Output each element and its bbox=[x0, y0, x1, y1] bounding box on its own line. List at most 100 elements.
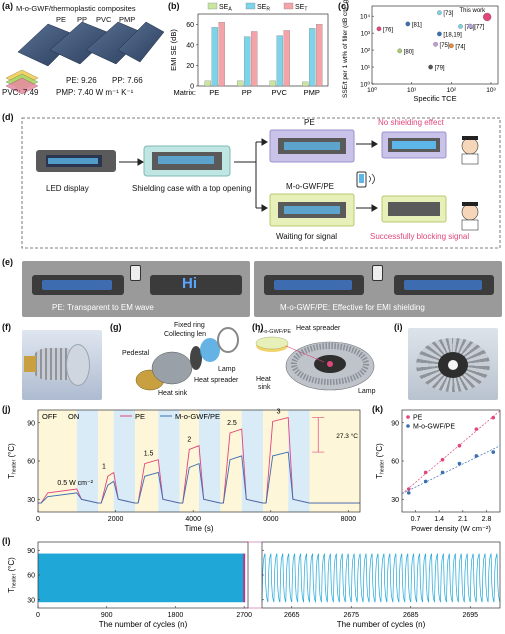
on-band bbox=[98, 410, 114, 512]
on-band bbox=[38, 410, 77, 512]
cycle-curve bbox=[261, 553, 501, 603]
x-tick-label: 2665 bbox=[284, 612, 300, 619]
bar bbox=[302, 81, 309, 87]
panel-label: (a) bbox=[2, 1, 13, 11]
y-tick-label: 90 bbox=[27, 420, 35, 427]
assembled-lamp-photo bbox=[408, 328, 498, 400]
phone-icon bbox=[356, 171, 375, 188]
legend-swatch bbox=[207, 2, 218, 10]
fit-line bbox=[401, 445, 501, 495]
x-axis-label-left: The number of cycles (n) bbox=[99, 620, 188, 629]
point-label: [75] bbox=[440, 43, 450, 49]
mogwf-label: M-o-GWF/PE bbox=[286, 182, 334, 191]
panel-a: (a) M-o-GWF/thermoplastic composites PE … bbox=[0, 0, 165, 105]
x-axis-label: Power density (W cm⁻²) bbox=[411, 524, 491, 533]
bar bbox=[309, 28, 316, 87]
lamp-exploded-view bbox=[135, 327, 239, 391]
legend-mogwf: M-o-GWF/PE bbox=[175, 412, 220, 421]
legend-label: SER bbox=[257, 4, 270, 13]
data-point bbox=[474, 454, 479, 458]
y-tick-label: 30 bbox=[27, 597, 35, 604]
no-effect-label: No shielding effect bbox=[378, 118, 444, 127]
x-tick-label: 4000 bbox=[185, 516, 201, 523]
pe-result-box bbox=[381, 131, 447, 159]
off-band bbox=[288, 410, 310, 512]
bar bbox=[269, 80, 276, 87]
sink-label: sink bbox=[258, 384, 271, 391]
data-point bbox=[397, 48, 403, 54]
sample-pmp: PMP bbox=[119, 15, 136, 24]
off-band bbox=[158, 410, 180, 512]
data-point bbox=[458, 24, 463, 29]
x-tick-label: 2.1 bbox=[458, 516, 468, 523]
x-prefix: Matrix: bbox=[174, 88, 197, 97]
data-point bbox=[406, 491, 411, 495]
panel-label: (f) bbox=[2, 322, 11, 332]
point-label: [74] bbox=[455, 44, 465, 50]
x-axis-label: Specific TCE bbox=[413, 94, 456, 103]
on-label: ON bbox=[68, 412, 79, 421]
data-point bbox=[423, 479, 428, 484]
point-label: [80] bbox=[404, 49, 414, 55]
panel-label: (k) bbox=[372, 404, 383, 414]
legend-label: SEA bbox=[219, 4, 232, 13]
point-label: This work bbox=[459, 8, 486, 14]
waiting-label: Waiting for signal bbox=[276, 232, 338, 241]
panel-l: (l) 0 900 1800 2700 The number of cycles (n)… bbox=[0, 536, 505, 634]
bar bbox=[204, 80, 211, 87]
y-tick-label: 0 bbox=[190, 84, 194, 91]
legend-mogwf: M-o-GWF/PE bbox=[413, 424, 455, 431]
bar bbox=[283, 30, 290, 87]
x-tick-label: 0 bbox=[36, 516, 40, 523]
bar bbox=[276, 35, 283, 87]
x-tick-label: PMP bbox=[304, 88, 320, 97]
x-tick-label: 0.7 bbox=[411, 516, 421, 523]
tc-pe: PE: 9.26 bbox=[66, 76, 97, 85]
plot-frame bbox=[371, 5, 499, 85]
cycling-stability-chart: 0 900 1800 2700 The number of cycles (n) 2665… bbox=[7, 541, 501, 629]
legend-swatch bbox=[283, 2, 294, 10]
x-tick-label: 10³ bbox=[486, 87, 496, 94]
lamp-label: Lamp bbox=[358, 388, 376, 395]
x-tick-label: 2685 bbox=[403, 612, 419, 619]
data-point bbox=[467, 23, 473, 29]
x-tick-label: 2700 bbox=[236, 612, 252, 619]
led-bulb-photo bbox=[22, 330, 102, 400]
legend-label: SET bbox=[295, 4, 307, 13]
y-axis-label: Theater (°C) bbox=[375, 443, 386, 479]
layer-stack-icon bbox=[5, 69, 39, 95]
emi-se-bar-chart: 0 20 40 60 PE PP PVC PMP Matrix: EMI SE (dB) SEA SE… bbox=[169, 2, 329, 97]
panel-j: (j) 30 60 90 0 2000 4000 6000 8000 Time (s) Theat… bbox=[0, 404, 370, 534]
pe-shield-box bbox=[269, 129, 355, 163]
panel-h: (h) M-o-GWF/PE Heat spreader Heat sink L… bbox=[252, 322, 392, 402]
cycle-end-marker bbox=[243, 553, 246, 603]
legend-pe: PE bbox=[135, 412, 145, 421]
x-tick-label: 2675 bbox=[343, 612, 359, 619]
sse-vs-tce-scatter: 10⁰ 10¹ 10² 10³ 10⁴ 10⁰ 10¹ 10² 10³ [76] [81] [80] [… bbox=[342, 0, 499, 103]
panel-label: (j) bbox=[2, 404, 11, 414]
point-label: [79] bbox=[435, 66, 445, 72]
y-tick-label: 90 bbox=[391, 420, 399, 427]
y-tick-label: 10⁰ bbox=[360, 81, 370, 89]
data-point bbox=[483, 12, 492, 22]
fixed-ring-label: Fixed ring bbox=[174, 322, 205, 329]
data-point bbox=[448, 43, 454, 49]
plot-frame bbox=[197, 13, 329, 87]
lamp-label: Lamp bbox=[218, 366, 236, 373]
y-axis-label: Theater (°C) bbox=[7, 443, 18, 479]
legend-marker-mogwf bbox=[406, 424, 410, 428]
x-tick-label: 2000 bbox=[108, 516, 124, 523]
legend-marker-pe bbox=[406, 415, 410, 419]
x-tick-label: 1800 bbox=[168, 612, 184, 619]
y-tick-label: 20 bbox=[186, 63, 194, 70]
data-point bbox=[491, 450, 496, 454]
x-tick-label: 10⁰ bbox=[367, 86, 377, 94]
on-band bbox=[309, 410, 360, 512]
film-sheets bbox=[17, 21, 165, 67]
off-label: OFF bbox=[42, 412, 57, 421]
heat-spreader-label: Heat spreader bbox=[296, 325, 341, 332]
heat-sink-label: Heat sink bbox=[158, 390, 188, 397]
point-label: [81] bbox=[412, 22, 422, 28]
data-point bbox=[428, 64, 433, 70]
off-band bbox=[241, 410, 264, 512]
